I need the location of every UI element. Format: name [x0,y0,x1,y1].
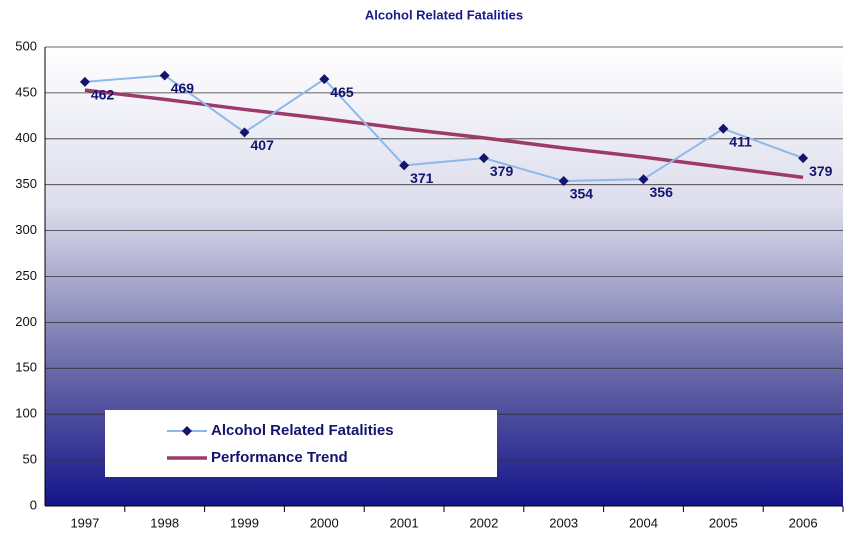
x-tick-label: 2005 [709,515,738,530]
data-label: 379 [809,163,833,179]
chart-title: Alcohol Related Fatalities [365,7,523,22]
marker [159,70,170,81]
y-tick-label: 350 [15,176,37,191]
legend-marker [182,426,192,436]
x-tick-label: 2002 [469,515,498,530]
x-tick-label: 2003 [549,515,578,530]
marker [718,123,729,134]
data-label: 379 [490,163,514,179]
marker [478,153,489,164]
y-tick-label: 400 [15,130,37,145]
y-tick-label: 200 [15,314,37,329]
y-tick-label: 250 [15,268,37,283]
data-label: 354 [570,186,594,202]
data-label: 462 [91,87,115,103]
y-tick-label: 100 [15,406,37,421]
marker [399,160,410,171]
marker [319,74,330,85]
x-tick-label: 1999 [230,515,259,530]
y-tick-label: 50 [23,452,37,467]
data-label: 371 [410,170,434,186]
x-tick-label: 1997 [70,515,99,530]
marker [239,127,250,138]
legend-label: Alcohol Related Fatalities [211,422,394,439]
data-label: 469 [171,80,195,96]
x-tick-label: 2001 [390,515,419,530]
marker [79,76,90,87]
legend [105,410,497,477]
marker [558,176,569,187]
series-line [84,74,804,183]
data-label: 411 [729,133,752,149]
x-tick-label: 2006 [789,515,818,530]
x-tick-label: 2004 [629,515,658,530]
marker [798,153,809,164]
y-tick-label: 150 [15,360,37,375]
data-label: 407 [251,137,275,153]
y-tick-label: 300 [15,222,37,237]
y-tick-label: 0 [30,497,37,512]
y-tick-label: 450 [15,84,37,99]
data-label: 465 [330,84,354,100]
data-label: 356 [650,184,674,200]
x-tick-label: 1998 [150,515,179,530]
x-tick-label: 2000 [310,515,339,530]
legend-label: Performance Trend [211,449,348,466]
marker [638,174,649,185]
y-tick-label: 500 [15,38,37,53]
